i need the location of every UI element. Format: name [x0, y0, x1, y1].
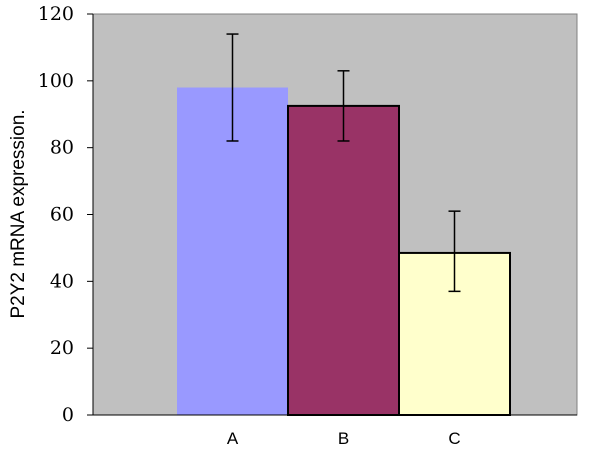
y-ticks-layer: 0 20 40 60 80 100 120 — [38, 3, 93, 426]
error-bar-b — [337, 70, 350, 142]
y-tick-label: 0 — [62, 404, 74, 426]
y-tick-label: 120 — [38, 3, 74, 25]
error-bar-c — [448, 210, 461, 293]
x-tick-label: A — [227, 429, 239, 448]
y-tick-label: 60 — [50, 204, 74, 226]
x-tick-label: C — [448, 429, 460, 448]
bar-b — [287, 104, 400, 416]
y-tick-label: 80 — [50, 137, 74, 159]
bar-a — [177, 87, 288, 416]
error-bar-a — [226, 33, 239, 142]
x-ticks-layer: A B C — [227, 429, 461, 448]
x-tick-label: B — [338, 429, 349, 448]
error-bars-layer — [226, 33, 461, 293]
y-axis-label: P2Y2 mRNA expression. — [8, 109, 29, 318]
y-tick-label: 100 — [38, 70, 74, 92]
y-tick-label: 40 — [50, 270, 74, 292]
y-tick-label: 20 — [50, 337, 74, 359]
